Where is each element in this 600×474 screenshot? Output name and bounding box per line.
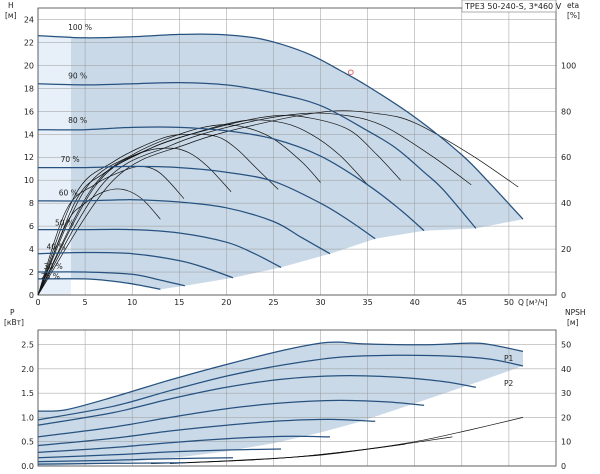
q-tick-label: 0 <box>35 298 40 307</box>
h-tick-label: 12 <box>24 153 34 162</box>
low-flow-zone <box>38 35 71 295</box>
efficiency-curve <box>37 119 368 296</box>
chart-title: TPE3 50-240-S, 3*460 V <box>464 2 562 11</box>
h-tick-label: 4 <box>29 245 34 254</box>
h-tick-label: 14 <box>24 130 34 139</box>
q-axis-unit: [м³/ч] <box>526 298 548 307</box>
head-curve <box>37 33 524 220</box>
npsh-axis-label: NPSH <box>565 308 586 317</box>
speed-curve-label: 60 % <box>59 188 78 197</box>
eta-axis-unit: [%] <box>567 11 580 20</box>
power-curve <box>37 354 524 421</box>
power-curve <box>37 374 477 426</box>
power-curve <box>37 457 234 463</box>
q-tick-label: 35 <box>363 298 373 307</box>
head-curve <box>37 199 331 255</box>
speed-curve-label: 70 % <box>61 155 80 164</box>
power-curve <box>37 399 425 438</box>
power-npsh-chart: 0.0 0.5 1.0 1.5 2.0 2.5 0 10 20 30 40 50 <box>21 329 571 471</box>
eta-tick-label: 80 <box>561 107 571 116</box>
eta-tick-label: 0 <box>561 291 566 300</box>
q-tick-label: 20 <box>221 298 231 307</box>
q-tick-label: 10 <box>127 298 137 307</box>
npsh-tick-label: 10 <box>561 438 571 447</box>
speed-curve-label: 40 % <box>46 242 65 251</box>
speed-curve-label: 80 % <box>68 116 87 125</box>
p-tick-label: 2.0 <box>21 365 34 374</box>
q-tick-label: 40 <box>410 298 420 307</box>
h-axis-label: H <box>8 1 14 10</box>
q-axis-label: Q <box>518 298 524 307</box>
q-tick-label: 25 <box>268 298 278 307</box>
speed-curve-label: 50 % <box>55 218 74 227</box>
head-curve <box>37 228 282 268</box>
p-tick-label: 2.5 <box>21 341 34 350</box>
head-curve <box>37 165 376 240</box>
legend-p2: P2 <box>504 379 514 388</box>
efficiency-curve <box>37 166 185 296</box>
power-curve <box>37 448 282 459</box>
npsh-curve <box>150 443 406 464</box>
h-tick-label: 8 <box>29 199 34 208</box>
efficiency-curve <box>37 133 279 296</box>
p-tick-label: 0.5 <box>21 438 34 447</box>
head-curve <box>37 278 161 290</box>
speed-curve-label: 30 % <box>44 262 63 271</box>
eta-axis-label: eta <box>567 1 579 10</box>
speed-curve-label: 25 % <box>41 272 60 281</box>
head-curve <box>37 126 425 232</box>
head-envelope-area <box>38 34 523 290</box>
power-curve <box>37 418 376 447</box>
h-tick-label: 2 <box>29 268 34 277</box>
eta-tick-label: 100 <box>561 61 576 70</box>
power-curve <box>37 462 185 465</box>
efficiency-curve <box>37 188 161 296</box>
p-tick-label: 1.5 <box>21 389 34 398</box>
chart-texts: TPE3 50-240-S, 3*460 V H [м] eta [%] Q [… <box>4 0 586 388</box>
h-tick-label: 22 <box>24 38 34 47</box>
p-tick-label: 1.0 <box>21 413 34 422</box>
npsh-tick-label: 0 <box>561 462 566 471</box>
head-curve <box>37 271 186 287</box>
npsh-tick-label: 40 <box>561 365 571 374</box>
eta-tick-label: 60 <box>561 153 571 162</box>
power-curve <box>37 341 524 412</box>
head-chart: 100 %90 %80 %70 %60 %50 %40 %30 %25 %024… <box>24 7 576 307</box>
q-tick-label: 45 <box>457 298 467 307</box>
h-tick-label: 6 <box>29 222 34 231</box>
p-axis-unit: [кВт] <box>4 318 24 327</box>
eta-tick-label: 40 <box>561 199 571 208</box>
npsh-tick-label: 20 <box>561 413 571 422</box>
speed-curve-label: 100 % <box>68 23 92 32</box>
h-axis-unit: [м] <box>5 11 17 20</box>
p-tick-label: 0.0 <box>21 462 34 471</box>
h-tick-label: 20 <box>24 61 34 70</box>
h-tick-label: 16 <box>24 107 34 116</box>
power-plot-frame <box>37 329 557 467</box>
speed-curve-label: 90 % <box>68 71 87 80</box>
q-tick-label: 15 <box>174 298 184 307</box>
head-curve <box>37 251 234 279</box>
efficiency-curve <box>37 124 321 296</box>
head-plot-frame <box>37 7 557 296</box>
p-axis-label: P <box>10 308 15 317</box>
legend-p1: P1 <box>504 354 514 363</box>
npsh-axis-unit: [м] <box>567 318 579 327</box>
power-curve <box>37 435 331 454</box>
h-tick-label: 24 <box>24 15 34 24</box>
operating-point-marker <box>347 69 354 76</box>
q-tick-label: 30 <box>315 298 325 307</box>
power-envelope-area <box>38 342 523 466</box>
npsh-tick-label: 50 <box>561 341 571 350</box>
h-tick-label: 0 <box>29 291 34 300</box>
head-curve <box>37 81 477 229</box>
q-tick-label: 50 <box>504 298 514 307</box>
eta-tick-label: 20 <box>561 245 571 254</box>
title-box <box>461 0 557 13</box>
q-tick-label: 5 <box>83 298 88 307</box>
h-tick-label: 18 <box>24 84 34 93</box>
npsh-tick-label: 30 <box>561 389 571 398</box>
h-tick-label: 10 <box>24 176 34 185</box>
